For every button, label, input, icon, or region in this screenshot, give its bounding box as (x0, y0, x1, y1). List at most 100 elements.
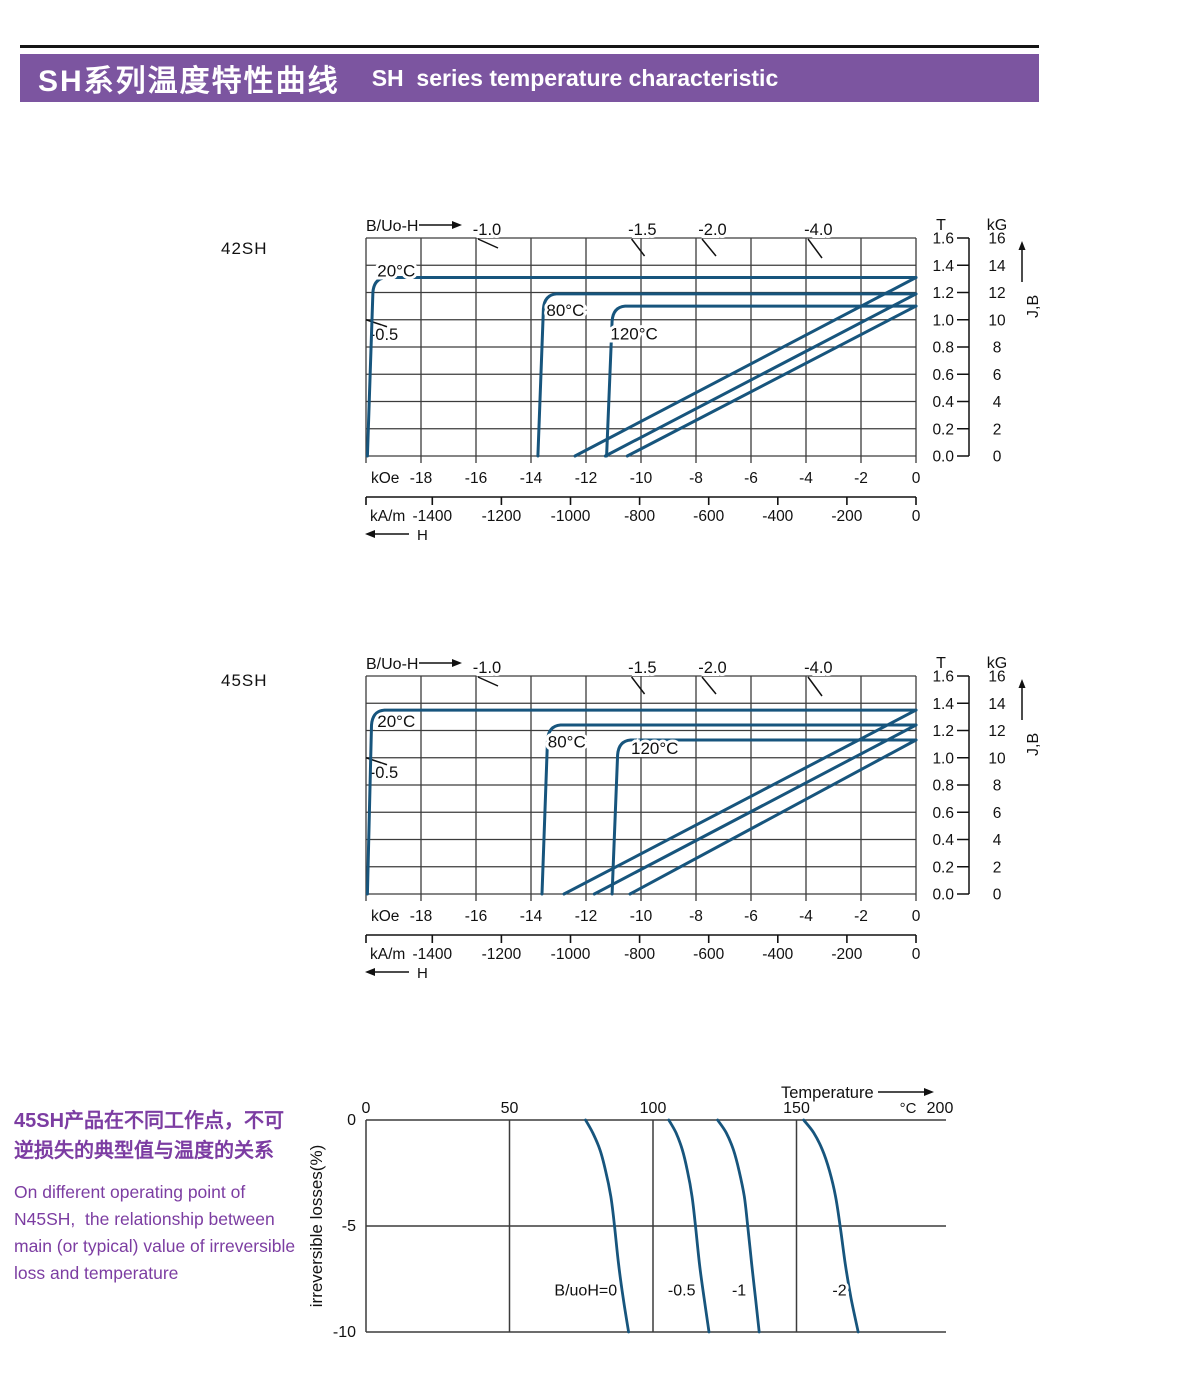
y-tick-t: 1.0 (932, 312, 954, 329)
x-tick-koe: -14 (520, 908, 543, 925)
jb-axis-label: J,B (1025, 733, 1042, 756)
x-tick-koe: -8 (689, 908, 703, 925)
y-tick-t: 0.0 (932, 887, 954, 904)
y-tick-kg: 4 (993, 832, 1002, 849)
y-tick-kg: 14 (988, 696, 1006, 713)
h-axis-label: H (417, 965, 428, 982)
j-curve-20°C (365, 708, 918, 896)
y-tick-t: 0.2 (932, 421, 954, 438)
y-tick-kg: 16 (988, 231, 1005, 248)
x-tick-kam: -600 (693, 946, 724, 963)
temperature-curve-label: 20°C (377, 262, 415, 281)
y-tick-kg: 10 (988, 750, 1006, 767)
y-tick-t: 0.0 (932, 449, 954, 466)
x-tick-kam: -1200 (482, 508, 522, 525)
load-line-tick (477, 676, 499, 687)
y-tick-t: 1.2 (932, 285, 954, 302)
x-unit-label: °C (900, 1100, 917, 1117)
x-tick-temp: 150 (783, 1100, 810, 1117)
x-tick-kam: -400 (762, 508, 793, 525)
y-tick-loss: -5 (342, 1218, 356, 1235)
y-tick-loss: -10 (333, 1324, 356, 1341)
irreversible-loss-chart: 0 -5 -10 0 50 100 150 200 °C Temperature irreversi… (307, 1084, 953, 1341)
temperature-curve-label: 20°C (377, 712, 415, 731)
load-line-label: -1.5 (628, 659, 656, 677)
loss-curve--2 (802, 1118, 860, 1334)
x-tick-koe: -16 (465, 908, 487, 925)
x-tick-kam: 0 (912, 508, 921, 525)
x-tick-koe: 0 (912, 908, 921, 925)
x-unit-label: kOe (371, 470, 399, 487)
y-tick-t: 1.6 (932, 669, 954, 686)
j-curve-20°C (365, 276, 918, 458)
x-tick-kam: -600 (693, 508, 724, 525)
y-tick-t: 0.8 (932, 340, 954, 357)
x-tick-kam: -1400 (412, 508, 452, 525)
side-note-zh-line: 45SH产品在不同工作点，不可 (14, 1110, 285, 1132)
temperature-curve-label: 80°C (546, 301, 584, 320)
top-axis-label: B/Uo-H (366, 218, 418, 235)
temperature-curve-label: 80°C (548, 732, 586, 751)
demag-chart-45sh: B/Uo-H -1.0 -1.5 -2.0 -4.0 -0.5 20°C 80°C 120°C k… (365, 655, 1042, 982)
x-tick-kam: -200 (831, 946, 862, 963)
x-tick-temp: 50 (501, 1100, 519, 1117)
x-tick-temp: 100 (640, 1100, 667, 1117)
y-tick-kg: 8 (993, 778, 1002, 795)
y-unit-kg: kG (987, 217, 1007, 234)
page-title-chinese: SH系列温度特性曲线 (38, 65, 340, 98)
load-line-tick (807, 676, 823, 697)
x-tick-koe: -10 (630, 908, 653, 925)
x-tick-koe: -6 (744, 470, 758, 487)
chart1-grade-label: 42SH (221, 239, 268, 258)
top-axis-label: B/Uo-H (366, 656, 418, 673)
y-tick-kg: 12 (988, 285, 1005, 302)
h-axis-label: H (417, 527, 428, 544)
y-tick-kg: 2 (993, 421, 1002, 438)
x-tick-koe: -12 (575, 470, 597, 487)
loss-curve--0.5 (667, 1118, 711, 1334)
x-tick-koe: -6 (744, 908, 758, 925)
up-arrowhead-icon (1018, 679, 1026, 688)
x-tick-koe: -18 (410, 470, 432, 487)
x-tick-koe: 0 (912, 470, 921, 487)
b-curve-120°C (628, 738, 918, 896)
side-note-en-line: On different operating point of (14, 1182, 246, 1202)
y-tick-kg: 4 (993, 394, 1002, 411)
load-line-label: -4.0 (804, 221, 832, 239)
chart2-grade-label: 45SH (221, 671, 268, 690)
x-unit-label: kOe (371, 908, 399, 925)
j-curve-120°C (610, 738, 918, 896)
x-tick-koe: -14 (520, 470, 543, 487)
x-tick-koe: -8 (689, 470, 703, 487)
x-tick-koe: -2 (854, 470, 868, 487)
y-tick-t: 0.8 (932, 778, 954, 795)
loss-curve-B/uoH=0 (584, 1118, 630, 1334)
x-tick-kam: -1200 (482, 946, 522, 963)
x-tick-kam: -800 (624, 946, 655, 963)
load-line-label: -0.5 (370, 326, 398, 344)
x-tick-kam: -800 (624, 508, 655, 525)
left-arrowhead-icon (365, 530, 375, 538)
right-arrowhead-icon (452, 659, 462, 667)
loss-curve-label: B/uoH=0 (554, 1283, 617, 1300)
y-tick-t: 1.6 (932, 231, 954, 248)
side-note-zh-line: 逆损失的典型值与温度的关系 (14, 1140, 274, 1162)
x-tick-kam: -1400 (412, 946, 452, 963)
x-tick-koe: -4 (799, 470, 813, 487)
y-tick-kg: 14 (988, 258, 1006, 275)
b-curve-120°C (625, 304, 918, 458)
y-tick-kg: 0 (993, 887, 1002, 904)
loss-curve-label: -0.5 (668, 1283, 696, 1300)
load-line-label: -1.5 (628, 221, 656, 239)
right-arrowhead-icon (924, 1088, 934, 1096)
load-line-tick (807, 238, 823, 259)
jb-axis-label: J,B (1025, 295, 1042, 318)
y-tick-kg: 10 (988, 312, 1006, 329)
y-tick-kg: 2 (993, 859, 1002, 876)
page-title-english: SH series temperature characteristic (371, 64, 779, 91)
y-tick-t: 0.6 (932, 805, 954, 822)
side-note-en-line: loss and temperature (14, 1263, 179, 1283)
right-arrowhead-icon (452, 221, 462, 229)
y-tick-kg: 12 (988, 723, 1005, 740)
y-tick-t: 0.4 (932, 394, 954, 411)
